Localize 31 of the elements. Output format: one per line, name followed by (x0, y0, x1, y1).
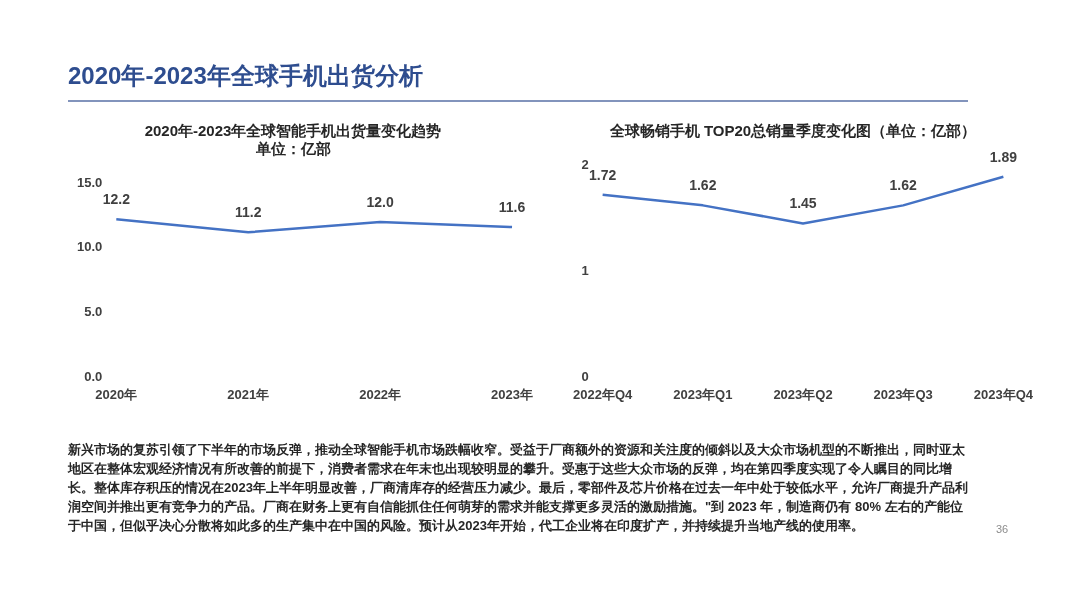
y-tick-label: 2 (581, 156, 589, 172)
x-tick-label: 2020年 (95, 386, 138, 402)
y-tick-label: 15.0 (76, 174, 103, 190)
x-tick-label: 2022年Q4 (573, 386, 634, 402)
data-label: 11.2 (234, 204, 262, 221)
y-tick-label: 0 (581, 368, 589, 384)
chart-subtitle: 单位：亿部 (254, 140, 331, 158)
x-tick-label: 2023年Q3 (873, 386, 933, 402)
data-label: 1.62 (889, 177, 918, 194)
data-label: 12.2 (102, 191, 131, 208)
y-tick-label: 5.0 (84, 304, 103, 320)
data-label: 1.62 (689, 177, 717, 194)
y-tick-label: 0.0 (84, 368, 103, 384)
data-label: 1.89 (989, 148, 1018, 165)
x-tick-label: 2023年Q1 (673, 386, 733, 402)
x-tick-label: 2023年 (491, 386, 533, 402)
y-tick-label: 10.0 (76, 239, 103, 255)
y-tick-label: 1 (581, 262, 589, 278)
chart-title: 2020年-2023年全球智能手机出货量变化趋势 (144, 122, 442, 140)
text: 36 (996, 523, 1009, 535)
x-tick-label: 2023年Q2 (773, 386, 833, 402)
x-tick-label: 2021年 (227, 386, 270, 402)
data-label: 1.45 (789, 195, 817, 212)
chart-title: 全球畅销手机 TOP20总销量季度变化图（单位：亿部） (608, 122, 977, 140)
x-tick-label: 2022年 (359, 386, 402, 402)
text: 2020年-2023年全球手机出货分析 (68, 61, 424, 91)
data-label: 12.0 (366, 193, 394, 210)
text: 新兴市场的复苏引领了下半年的市场反弹，推动全球智能手机市场跌幅收窄。受益于厂商额外的资源和关注度的倾斜以及大众市场机型的不断推出，同时亚太地区在整体宏观经济情况有所改善的前提下，消费者需求在年末也出现较明显的攀升。受惠于这些大众市场的反弹，均在第四季度实现了令人瞩目的同比增长。整体库存积压的情况在2023年上半年明显改善，厂商清库存的经营压力减少。最后，零部件及芯片价格在过去一年中处于较低水平，允许厂商提升产品利润空间并推出更有竞争力的产品。厂商在财务上更有自信能抓住任何萌芽的需求并能支撑更多灵活的激励措施。"到 2023 年，制造商仍有 80% 左右的产能位于中国，但似乎决心分散将如此多的生产集中在中国的风险。预计从2023年开始，代工企业将在印度扩产，并持续提升当地产线的使用率。 (68, 441, 968, 535)
data-label: 1.72 (589, 166, 617, 183)
x-tick-label: 2023年Q4 (973, 386, 1034, 402)
data-label: 11.6 (498, 198, 526, 215)
